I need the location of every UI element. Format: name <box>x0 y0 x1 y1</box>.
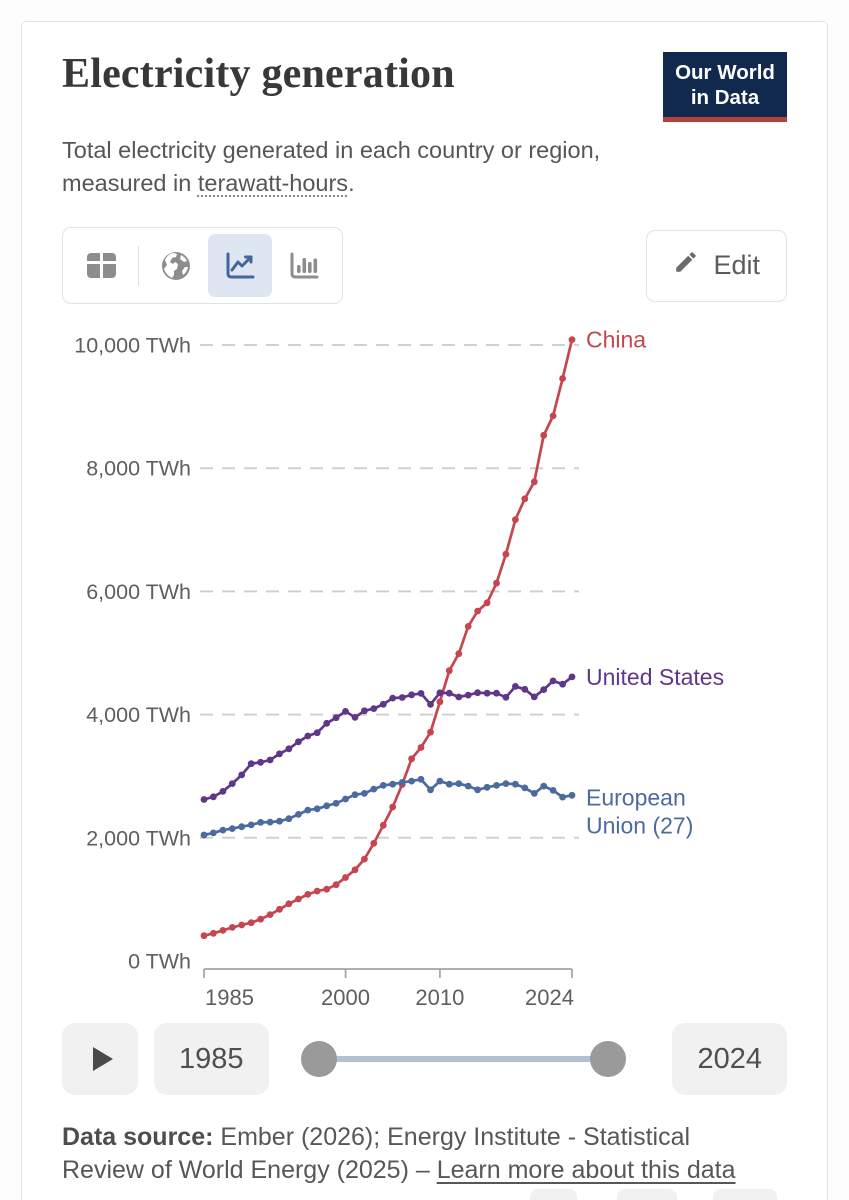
edit-button[interactable]: Edit <box>646 229 787 302</box>
data-source-label: Data source: <box>62 1123 214 1152</box>
timeline-slider-track[interactable] <box>317 1056 610 1063</box>
chart-header: Electricity generation Our World in Data <box>62 51 787 123</box>
learn-more-link[interactable]: Learn more about this data <box>436 1156 736 1185</box>
page-title: Electricity generation <box>62 51 455 97</box>
tab-map[interactable] <box>144 234 208 297</box>
edit-button-label: Edit <box>713 250 760 281</box>
play-icon <box>92 1047 113 1072</box>
owid-logo[interactable]: Our World in Data <box>663 52 787 123</box>
svg-text:10,000 TWh: 10,000 TWh <box>74 334 191 358</box>
pencil-icon <box>673 249 699 282</box>
table-icon <box>86 252 117 279</box>
chart-toolbar: Edit <box>62 227 787 305</box>
chart-card: Electricity generation Our World in Data… <box>21 21 828 1200</box>
line-chart-plot[interactable]: 0 TWh 2,000 TWh 4,000 TWh 6,000 TWh 8,000 TW… <box>62 312 787 1015</box>
tab-line-chart[interactable] <box>208 234 272 298</box>
svg-text:2024: 2024 <box>525 985 574 1010</box>
series-label: European Union (27) <box>586 784 693 838</box>
owid-logo-line2: in Data <box>690 85 760 109</box>
tab-divider <box>138 245 139 286</box>
bar-chart-icon <box>288 251 320 281</box>
timeline-handle-end[interactable] <box>590 1041 627 1078</box>
plot-svg: 0 TWh 2,000 TWh 4,000 TWh 6,000 TWh 8,000 TW… <box>74 327 724 1010</box>
data-source-text: Ember (2026); Energy Institute - Statist… <box>62 1123 691 1185</box>
tab-table[interactable] <box>69 234 133 297</box>
data-source-note: Data source: Ember (2026); Energy Instit… <box>62 1121 767 1188</box>
tab-bar-chart[interactable] <box>272 234 336 297</box>
series-label: United States <box>586 664 724 690</box>
subtitle-period: . <box>348 169 355 196</box>
timeline-handle-start[interactable] <box>300 1041 337 1078</box>
svg-text:2000: 2000 <box>321 985 370 1010</box>
svg-text:2,000 TWh: 2,000 TWh <box>86 826 191 850</box>
timeline-end-year[interactable]: 2024 <box>672 1023 787 1096</box>
svg-text:2010: 2010 <box>415 985 464 1010</box>
line-chart-icon <box>224 251 256 281</box>
action-button-1[interactable] <box>530 1189 577 1200</box>
play-button[interactable] <box>62 1023 138 1096</box>
svg-text:8,000 TWh: 8,000 TWh <box>86 457 191 481</box>
svg-text:6,000 TWh: 6,000 TWh <box>86 580 191 604</box>
chart-subtitle: Total electricity generated in each coun… <box>62 134 642 199</box>
action-button-2[interactable] <box>617 1189 677 1200</box>
action-button-3[interactable] <box>713 1189 777 1200</box>
globe-icon <box>161 251 191 281</box>
owid-logo-line1: Our World <box>675 61 775 84</box>
terawatt-hours-link[interactable]: terawatt-hours <box>197 169 349 196</box>
svg-text:1985: 1985 <box>205 985 254 1010</box>
series-label: China <box>586 327 646 353</box>
subtitle-text: Total electricity generated in each coun… <box>62 137 601 196</box>
timeline-controls: 1985 2024 <box>62 1023 787 1096</box>
timeline-start-year[interactable]: 1985 <box>154 1023 269 1096</box>
view-tabs <box>62 227 343 305</box>
timeline-slider[interactable] <box>300 1023 627 1095</box>
svg-text:4,000 TWh: 4,000 TWh <box>86 703 191 727</box>
svg-text:0 TWh: 0 TWh <box>128 950 191 974</box>
